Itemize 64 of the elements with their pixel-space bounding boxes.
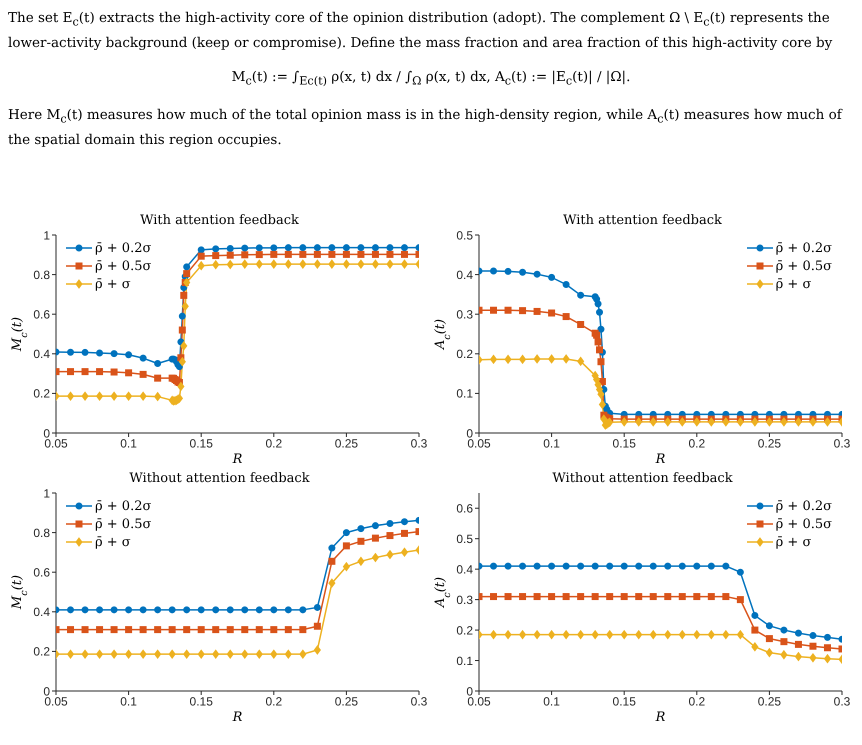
x-tick-label: 0.2 (688, 694, 706, 709)
x-tick-label: 0.3 (834, 436, 851, 451)
y-tick-label: 0.4 (456, 562, 474, 576)
legend-label: ρ̄ + 0.5σ (95, 516, 152, 532)
y-tick-label: 0.2 (456, 347, 474, 362)
text: The set E$_{c}$(t) extracts the high-activity core of the opinion distribution (adopt). The complement Ω \ E$_{c}$(t) represents the lower-activity background (keep or compromise). Define the mass fraction and area fraction of this high-activity core by (8, 9, 834, 53)
legend-label: ρ̄ + σ (776, 276, 812, 292)
x-axis-title: R (654, 452, 666, 467)
x-axis-title: R (232, 452, 243, 467)
y-tick-label: 0.3 (456, 592, 474, 607)
legend-label: ρ̄ + 0.2σ (95, 240, 152, 256)
y-tick-label: 0.4 (33, 347, 50, 362)
y-tick-label: 0.2 (33, 644, 50, 659)
text: Here M$_{c}$(t) measures how much of the total opinion mass is in the high-density region, while A$_{c}$(t) measures how much of the spatial domain this region occupies. (8, 107, 842, 148)
legend-label: ρ̄ + 0.5σ (95, 258, 152, 274)
chart-title: Without attention feedback (551, 471, 734, 487)
x-axis-title: R (232, 710, 243, 725)
legend-label: ρ̄ + σ (95, 276, 131, 292)
legend-label: ρ̄ + 0.2σ (776, 498, 832, 514)
y-tick-label: 0.2 (33, 386, 50, 401)
x-tick-label: 0.25 (758, 694, 782, 709)
y-tick-label: 0.5 (456, 228, 474, 242)
x-tick-label: 0.25 (758, 436, 782, 451)
x-tick-label: 0.1 (543, 436, 560, 451)
x-tick-label: 0.2 (688, 436, 706, 451)
x-axis-title: R (654, 710, 666, 725)
y-tick-label: 0.1 (456, 654, 474, 668)
x-tick-label: 0.15 (612, 694, 636, 709)
x-tick-label: 0.3 (410, 436, 428, 451)
y-tick-label: 0.6 (456, 501, 474, 516)
legend-label: ρ̄ + 0.5σ (776, 258, 832, 274)
x-tick-label: 0.2 (265, 436, 282, 451)
x-tick-label: 0.15 (612, 436, 636, 451)
x-tick-label: 0.3 (834, 694, 851, 709)
y-tick-label: 0.2 (456, 623, 474, 638)
text: M$_{c}$(t) := ∫$_{Ec(t)}$ ρ(x, t) dx / ∫$_{Ω}$ ρ(x, t) dx, A$_{c}$(t) := |E$_{c}$(t)| / |Ω|. (232, 68, 630, 88)
y-tick-label: 0.3 (456, 307, 474, 322)
chart-title: With attention feedback (562, 213, 723, 229)
x-tick-label: 0.1 (120, 694, 138, 709)
legend-label: ρ̄ + 0.2σ (95, 498, 152, 514)
legend-label: ρ̄ + 0.2σ (776, 240, 832, 256)
y-tick-label: 1 (43, 228, 50, 242)
y-tick-label: 1 (43, 486, 50, 500)
y-tick-label: 0.4 (456, 268, 474, 282)
x-tick-label: 0.15 (190, 694, 214, 709)
x-tick-label: 0.15 (190, 436, 214, 451)
y-tick-label: 0.6 (33, 565, 50, 580)
chart-title: Without attention feedback (128, 471, 311, 487)
y-tick-label: 0.5 (456, 532, 474, 546)
y-tick-label: 0.4 (33, 605, 50, 620)
x-tick-label: 0.2 (265, 694, 282, 709)
x-tick-label: 0.3 (410, 694, 428, 709)
legend-label: ρ̄ + σ (776, 534, 812, 550)
legend-label: ρ̄ + σ (95, 534, 131, 550)
x-tick-label: 0.25 (334, 694, 358, 709)
y-tick-label: 0.8 (33, 268, 50, 282)
y-tick-label: 0.6 (33, 307, 50, 322)
legend-label: ρ̄ + 0.5σ (776, 516, 832, 532)
y-tick-label: 0.8 (33, 526, 50, 540)
x-tick-label: 0.1 (543, 694, 560, 709)
x-tick-label: 0.25 (334, 436, 358, 451)
chart-title: With attention feedback (139, 213, 300, 229)
y-tick-label: 0.1 (456, 386, 474, 401)
x-tick-label: 0.1 (120, 436, 138, 451)
